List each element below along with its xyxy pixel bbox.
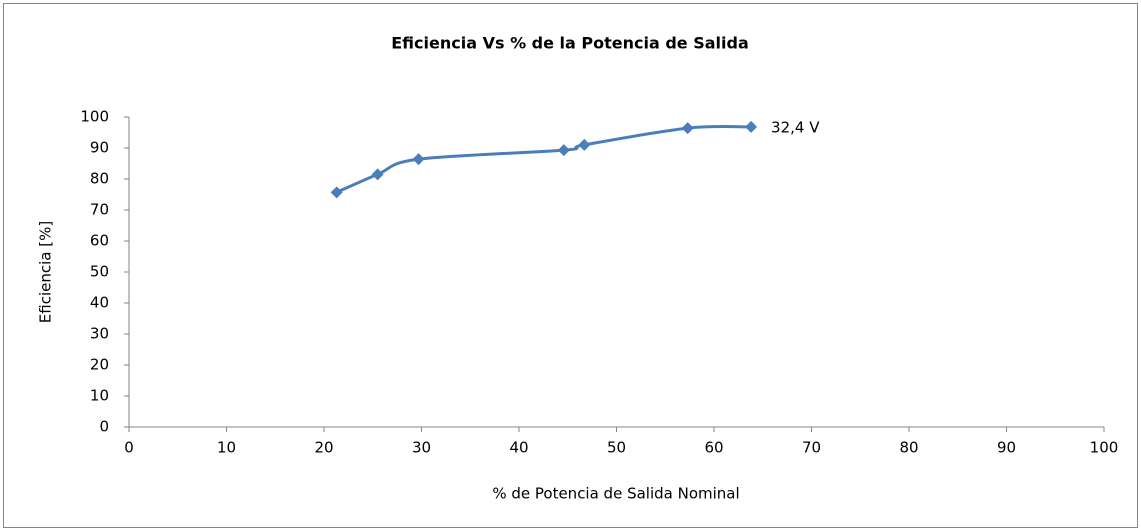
x-tick-label: 80 [899, 439, 918, 457]
data-point [578, 138, 591, 151]
x-axis-title: % de Potencia de Salida Nominal [492, 485, 739, 503]
y-tick-label: 60 [90, 232, 109, 250]
y-tick-label: 80 [90, 170, 109, 188]
data-point [557, 144, 570, 157]
chart-title: Eficiencia Vs % de la Potencia de Salida [391, 34, 749, 53]
y-tick-label: 100 [80, 108, 109, 126]
x-tick-label: 70 [802, 439, 821, 457]
y-tick-label: 90 [90, 139, 109, 157]
x-tick-label: 20 [314, 439, 333, 457]
chart-border [3, 3, 1138, 528]
y-tick-label: 10 [90, 387, 109, 405]
data-point [371, 168, 384, 181]
x-tick-label: 0 [124, 439, 134, 457]
data-point [681, 122, 694, 135]
x-tick-label: 10 [217, 439, 236, 457]
annotation: 32,4 V [771, 118, 820, 136]
y-tick-label: 0 [99, 418, 109, 436]
y-tick-label: 40 [90, 294, 109, 312]
x-tick-label: 30 [412, 439, 431, 457]
x-tick-label: 90 [997, 439, 1016, 457]
y-tick-label: 20 [90, 356, 109, 374]
y-tick-label: 50 [90, 263, 109, 281]
data-point [745, 120, 758, 133]
y-tick-label: 70 [90, 201, 109, 219]
x-tick-label: 100 [1090, 439, 1119, 457]
x-tick-label: 60 [704, 439, 723, 457]
data-point [330, 186, 343, 199]
y-tick-label: 30 [90, 325, 109, 343]
data-point [412, 153, 425, 166]
x-tick-label: 50 [607, 439, 626, 457]
y-axis-title: Eficiencia [%] [37, 221, 55, 323]
x-tick-label: 40 [509, 439, 528, 457]
